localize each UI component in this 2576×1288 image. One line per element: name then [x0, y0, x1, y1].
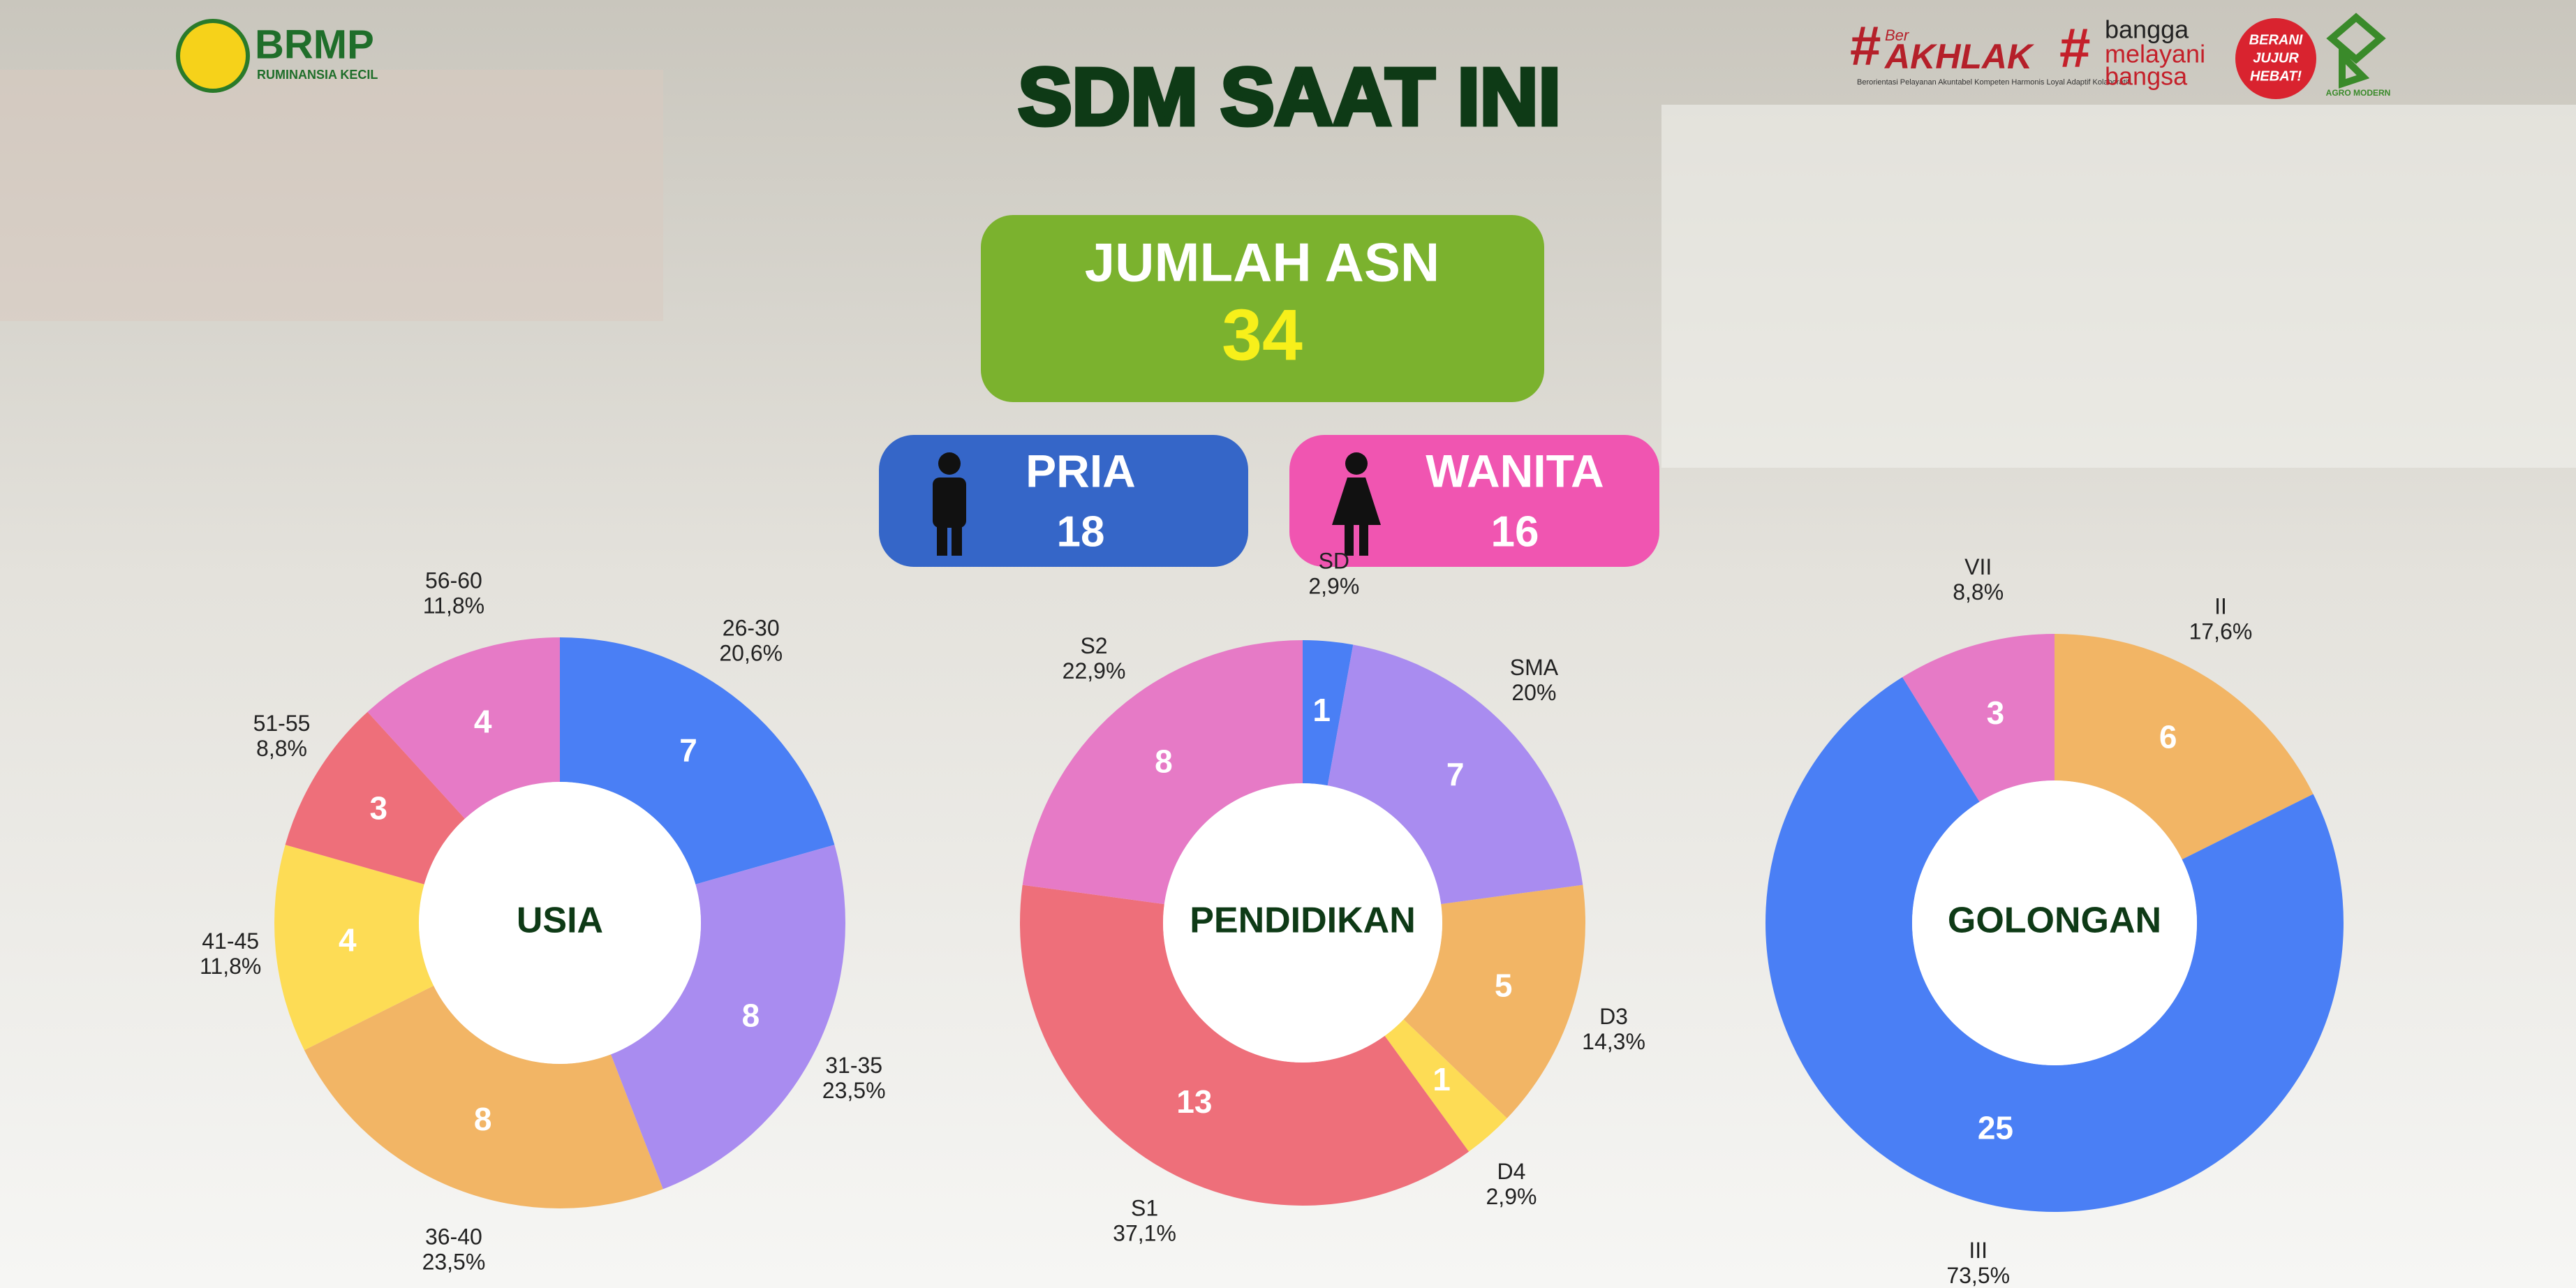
donut-hole	[1163, 783, 1442, 1063]
segment-percent: 2,9%	[1308, 573, 1359, 598]
male-label: PRIA	[1026, 445, 1136, 496]
donut-segment	[1403, 884, 1586, 1118]
background-building	[0, 70, 663, 321]
segment-category: SMA	[1510, 655, 1559, 680]
segment-category: VII	[1964, 554, 1992, 579]
segment-value: 8	[1155, 743, 1173, 779]
segment-value: 1	[1312, 692, 1331, 728]
donut-segment	[1022, 640, 1303, 905]
akhlak-hash: #	[1850, 15, 1881, 77]
segment-percent: 8,8%	[256, 736, 307, 761]
total-label: JUMLAH ASN	[1085, 232, 1439, 293]
page-title: SDM SAAT INI	[1018, 52, 1561, 142]
donut-segment	[367, 637, 560, 819]
segment-value: 7	[1446, 756, 1465, 792]
donut-segment	[285, 711, 465, 884]
donut-segment	[274, 845, 434, 1051]
male-value: 18	[1057, 508, 1105, 556]
akhlak-values: Berorientasi Pelayanan Akuntabel Kompete…	[1857, 78, 2130, 87]
donut-segment	[1303, 640, 1354, 786]
segment-percent: 8,8%	[1953, 579, 2004, 605]
donut-segment	[610, 845, 846, 1190]
segment-category: S2	[1080, 633, 1107, 658]
donut-segment	[304, 986, 663, 1208]
segment-category: D4	[1497, 1159, 1526, 1184]
akhlak-word: AKHLAK	[1883, 37, 2035, 76]
donut-segment	[2055, 634, 2314, 860]
donut-hole	[1912, 780, 2197, 1065]
segment-category: III	[1969, 1238, 1987, 1263]
bangga-hash: #	[2059, 17, 2091, 79]
segment-category: II	[2214, 594, 2227, 619]
segment-category: 56-60	[425, 568, 482, 593]
donut-segment	[1902, 634, 2055, 802]
segment-category: SD	[1319, 548, 1349, 573]
logo-emblem	[176, 19, 250, 93]
segment-percent: 14,3%	[1582, 1029, 1645, 1054]
agro-text: AGRO MODERN	[2326, 88, 2391, 98]
segment-value: 13	[1176, 1083, 1212, 1120]
background-room	[1661, 105, 2576, 468]
segment-value: 6	[2159, 718, 2177, 755]
segment-percent: 23,5%	[822, 1078, 886, 1103]
segment-value: 1	[1433, 1061, 1451, 1097]
segment-percent: 2,9%	[1486, 1184, 1537, 1209]
segment-percent: 17,6%	[2189, 619, 2253, 644]
segment-value: 5	[1495, 968, 1513, 1004]
segment-category: 36-40	[425, 1224, 482, 1249]
logo-name: BRMP	[255, 22, 374, 67]
segment-value: 7	[679, 732, 697, 768]
segment-value: 4	[474, 703, 492, 739]
segment-value: 8	[474, 1101, 492, 1137]
segment-percent: 73,5%	[1946, 1263, 2010, 1288]
donut-segment	[560, 637, 835, 884]
akhlak-ber: Ber	[1885, 27, 1910, 44]
segment-percent: 11,8%	[200, 954, 261, 979]
total-box	[981, 215, 1544, 402]
bangga-line: bangsa	[2105, 62, 2188, 91]
female-icon	[1332, 452, 1381, 556]
segment-value: 3	[1987, 695, 2005, 731]
chart-title: USIA	[517, 901, 603, 941]
segment-value: 25	[1978, 1109, 2013, 1146]
segment-category: 26-30	[723, 615, 780, 640]
segment-category: 41-45	[202, 928, 259, 954]
donut-segment	[1020, 884, 1470, 1206]
segment-category: S1	[1131, 1196, 1158, 1221]
female-value: 16	[1491, 508, 1539, 556]
chart-title: PENDIDIKAN	[1190, 901, 1416, 941]
segment-percent: 11,8%	[423, 593, 484, 618]
agro-logo	[2326, 13, 2386, 89]
berani-line: JUJUR	[2253, 50, 2299, 66]
bangga-line: bangga	[2105, 15, 2189, 44]
male-icon	[933, 452, 966, 556]
segment-percent: 20%	[1511, 680, 1556, 705]
chart-title: GOLONGAN	[1948, 901, 2161, 941]
segment-value: 3	[369, 790, 387, 826]
berani-badge	[2235, 18, 2316, 99]
segment-value: 8	[742, 997, 760, 1033]
donut-segment	[1384, 1019, 1507, 1152]
total-value: 34	[1222, 295, 1303, 376]
donut-segment	[1327, 644, 1583, 905]
male-box	[879, 435, 1248, 567]
segment-percent: 37,1%	[1113, 1221, 1176, 1246]
berani-line: HEBAT!	[2250, 68, 2302, 84]
segment-percent: 22,9%	[1063, 658, 1126, 683]
segment-category: 51-55	[253, 711, 311, 736]
segment-percent: 20,6%	[719, 640, 783, 665]
female-label: WANITA	[1426, 445, 1604, 496]
segment-category: 31-35	[825, 1053, 882, 1078]
female-box	[1289, 435, 1659, 567]
segment-value: 4	[339, 921, 357, 958]
donut-hole	[419, 782, 701, 1064]
segment-category: D3	[1599, 1004, 1628, 1029]
berani-line: BERANI	[2249, 32, 2303, 47]
logo-subtitle: RUMINANSIA KECIL	[257, 68, 378, 82]
donut-segment	[1765, 677, 2344, 1213]
segment-percent: 23,5%	[422, 1249, 486, 1274]
bangga-line: melayani	[2105, 40, 2205, 68]
